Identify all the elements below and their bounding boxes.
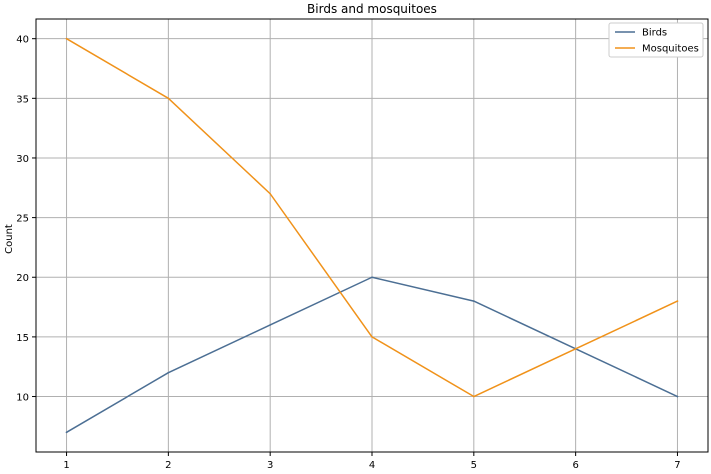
data-point-mosquitoes (574, 348, 577, 350)
data-point-mosquitoes (65, 37, 68, 40)
x-tick-label: 1 (63, 460, 69, 471)
legend-label-birds: Birds (642, 28, 667, 39)
y-tick-label: 20 (16, 273, 29, 284)
x-tick-label: 2 (165, 460, 171, 471)
y-tick-label: 25 (16, 214, 29, 225)
data-point-mosquitoes (473, 395, 475, 398)
data-point-birds (676, 395, 679, 398)
series-layer (65, 37, 679, 434)
data-point-mosquitoes (371, 336, 373, 338)
x-tick-label: 3 (267, 460, 273, 471)
y-tick-label: 40 (16, 35, 29, 46)
data-point-birds (371, 276, 373, 279)
y-tick-label: 30 (16, 154, 29, 165)
x-tick-label: 6 (572, 460, 578, 471)
x-tick-label: 5 (471, 460, 477, 471)
chart-title: Birds and mosquitoes (307, 2, 437, 16)
y-tick-label: 15 (16, 333, 29, 344)
y-tick-label: 10 (16, 393, 29, 404)
data-point-birds (473, 300, 475, 302)
data-point-birds (269, 324, 271, 326)
grid-layer (36, 19, 708, 452)
data-point-birds (65, 431, 68, 434)
data-point-birds (167, 371, 170, 374)
ticks-layer (32, 38, 678, 456)
tick-labels-layer: 1 2 3 4 5 6 7 10 15 20 25 30 35 40 (16, 35, 680, 471)
y-axis-title: Count (4, 224, 15, 254)
data-point-mosquitoes (269, 192, 271, 195)
y-tick-label: 35 (16, 94, 29, 105)
data-point-mosquitoes (167, 97, 170, 100)
legend: Birds Mosquitoes (608, 22, 704, 58)
x-tick-label: 7 (674, 460, 680, 471)
data-point-mosquitoes (676, 300, 679, 302)
x-tick-label: 4 (369, 460, 375, 471)
legend-label-mosquitoes: Mosquitoes (642, 44, 699, 55)
